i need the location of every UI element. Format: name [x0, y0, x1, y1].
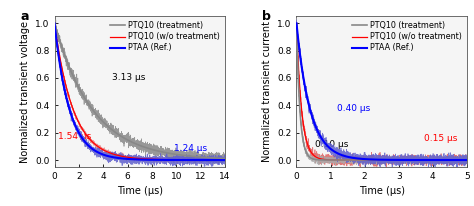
Text: 3.13 μs: 3.13 μs — [112, 74, 145, 82]
Y-axis label: Normalized transient voltage: Normalized transient voltage — [20, 21, 30, 163]
Text: 1.24 μs: 1.24 μs — [174, 144, 207, 153]
Text: 0.15 μs: 0.15 μs — [424, 134, 458, 143]
X-axis label: Time (μs): Time (μs) — [117, 186, 163, 196]
Legend: PTQ10 (treatment), PTQ10 (w/o treatment), PTAA (Ref.): PTQ10 (treatment), PTQ10 (w/o treatment)… — [352, 21, 463, 53]
Text: 0.40 μs: 0.40 μs — [337, 104, 371, 112]
X-axis label: Time (μs): Time (μs) — [359, 186, 405, 196]
Y-axis label: Normalized transient current: Normalized transient current — [262, 21, 272, 162]
Text: b: b — [263, 11, 271, 23]
Legend: PTQ10 (treatment), PTQ10 (w/o treatment), PTAA (Ref.): PTQ10 (treatment), PTQ10 (w/o treatment)… — [109, 21, 221, 53]
Text: 1.54 μs: 1.54 μs — [58, 132, 91, 141]
Text: a: a — [20, 11, 29, 23]
Text: 0.10 μs: 0.10 μs — [315, 140, 348, 149]
